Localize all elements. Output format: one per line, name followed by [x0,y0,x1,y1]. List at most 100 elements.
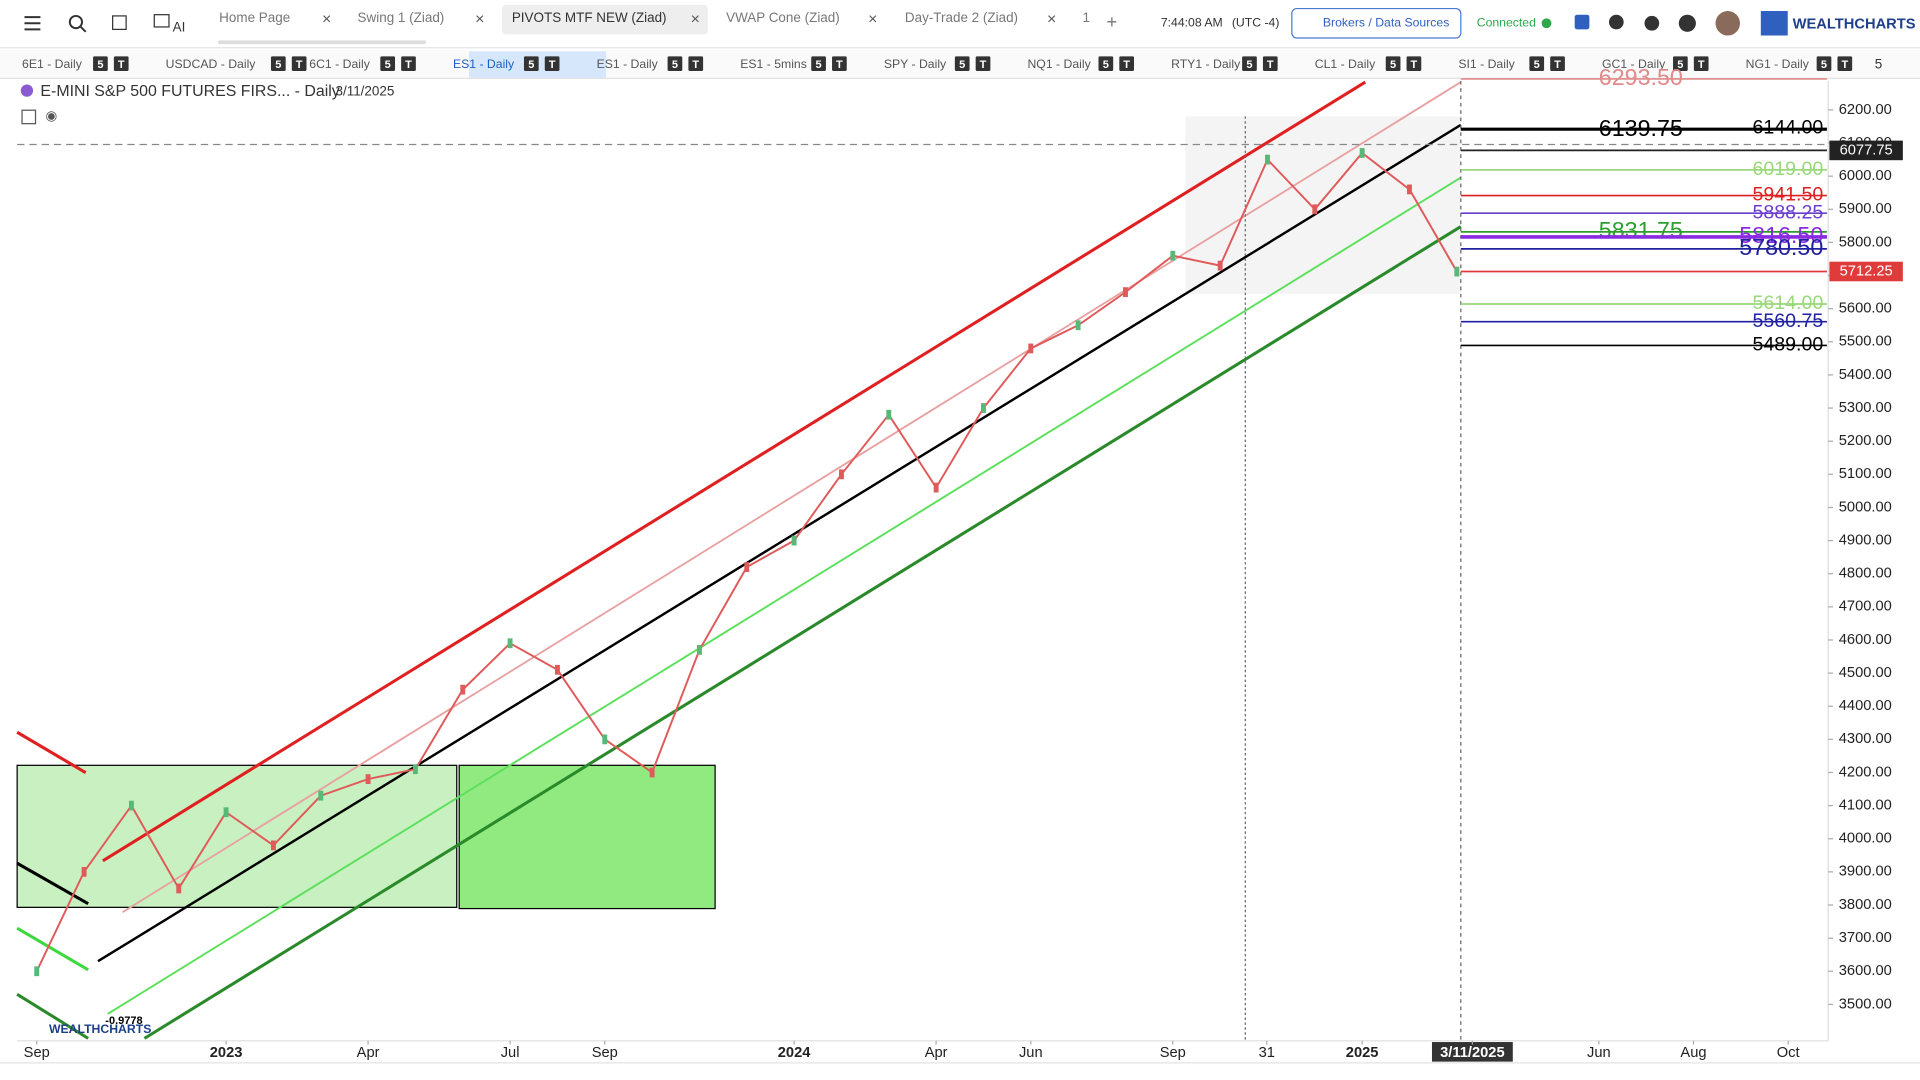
expand-icon[interactable] [21,109,37,125]
alerts-icon[interactable] [1608,14,1624,30]
y-tick-label: 5900.00 [1839,201,1892,217]
badge[interactable]: T [1411,59,1418,71]
x-tick-label: Oct [1777,1045,1800,1061]
badge-bg [270,56,286,72]
symbol-tab[interactable]: GC1 - Daily [1602,57,1666,71]
symbol-tab[interactable]: ES1 - Daily [597,57,659,71]
badge-bg [667,56,683,72]
tab-close[interactable]: × [322,11,331,28]
badge[interactable]: 5 [959,59,965,71]
add-tab[interactable]: + [1106,11,1117,32]
brokers-button-frame[interactable] [1291,7,1462,39]
symbol-tab[interactable]: NG1 - Daily [1746,57,1810,71]
tab[interactable]: Home Page [219,10,290,25]
x-tick-label: Apr [357,1045,380,1061]
tab[interactable]: PIVOTS MTF NEW (Ziad) [512,10,667,25]
badge[interactable]: T [1267,59,1274,71]
symbol-tab[interactable]: ES1 - Daily [453,57,515,71]
level-label: 6293.50 [1599,64,1683,90]
y-tick-label: 4700.00 [1839,599,1892,615]
badge[interactable]: 5 [1677,59,1683,71]
badge[interactable]: 5 [1390,59,1396,71]
badge[interactable]: T [1554,59,1561,71]
x-tick-label: Jun [1587,1045,1611,1061]
badge[interactable]: 5 [1103,59,1109,71]
symbol-tab[interactable]: CL1 - Daily [1315,57,1376,71]
symbol-tab[interactable]: ES1 - 5mins [740,57,807,71]
y-tick-label: 3500.00 [1839,996,1892,1012]
brokers-button[interactable]: Brokers / Data Sources [1323,15,1449,29]
ai-icon[interactable] [153,14,170,28]
tab[interactable]: Swing 1 (Ziad) [358,10,445,25]
badge[interactable]: T [405,59,412,71]
badge[interactable]: 5 [1534,59,1540,71]
visibility-icon[interactable]: ◉ [46,108,58,123]
badge[interactable]: T [836,59,843,71]
indicator-value: -0.9778 [105,1015,142,1027]
badge[interactable]: T [1841,59,1848,71]
badge[interactable]: 5 [275,59,281,71]
x-tick-label: 2025 [1346,1045,1379,1061]
x-tick-label: 3/11/2025 [1440,1045,1505,1061]
menu-icon[interactable] [24,16,41,31]
y-tick-label: 5400.00 [1839,367,1892,383]
tab[interactable]: VWAP Cone (Ziad) [726,10,840,25]
badge[interactable]: 5 [1246,59,1252,71]
symbol-tab[interactable]: 6E1 - Daily [22,57,83,71]
tab-close[interactable]: × [475,11,484,28]
tab[interactable]: Day-Trade 2 (Ziad) [905,10,1018,25]
level-label: 6144.00 [1752,117,1823,139]
tab[interactable]: 1 [1082,10,1089,25]
badge[interactable]: 5 [1821,59,1827,71]
x-tick-label: Sep [1160,1045,1186,1061]
tab-close[interactable]: × [868,11,877,28]
timezone: (UTC -4) [1232,15,1280,29]
badge[interactable]: T [549,59,556,71]
status: Connected [1477,15,1536,29]
badge[interactable]: 5 [385,59,391,71]
y-tick-label: 4500.00 [1839,665,1892,681]
candle [176,883,182,894]
channel-line [143,225,1462,1040]
settings-icon[interactable] [1644,15,1660,31]
more-tabs[interactable]: 5 [1875,56,1882,71]
badge-bg [811,56,826,72]
symbol-tab[interactable]: 6C1 - Daily [309,57,370,71]
logo-mark [1760,11,1788,36]
level-label: 5560.75 [1752,310,1823,332]
badge-bg [1673,56,1688,72]
symbol-tab[interactable]: NQ1 - Daily [1027,57,1091,71]
badge[interactable]: T [118,59,125,71]
symbol-tab[interactable]: RTY1 - Daily [1171,57,1241,71]
avatar[interactable] [1715,11,1740,36]
badge-bg [1816,56,1832,72]
badge[interactable]: T [980,59,987,71]
help-icon[interactable] [1678,14,1696,32]
save-icon[interactable] [1574,14,1590,30]
badge[interactable]: 5 [672,59,678,71]
channel-line [16,926,89,972]
candle [507,638,513,649]
badge[interactable]: T [1123,59,1130,71]
symbol-tab[interactable]: SI1 - Daily [1458,57,1515,71]
symbol-tab[interactable]: SPY - Daily [884,57,947,71]
badge[interactable]: T [1698,59,1705,71]
badge[interactable]: 5 [528,59,534,71]
badge[interactable]: T [296,59,303,71]
x-tick-label: 2023 [210,1045,243,1061]
level-label: 5816.50 [1739,222,1823,248]
watermark: WEALTHCHARTS [49,1022,151,1036]
layout-icon[interactable] [112,15,127,30]
badge[interactable]: T [692,59,699,71]
search-icon[interactable] [68,14,87,33]
badge[interactable]: 5 [816,59,822,71]
candle [602,734,608,745]
toolbar [0,0,1920,47]
badge-bg [1406,56,1422,72]
tab-close[interactable]: × [1047,11,1056,28]
symbol-tab[interactable]: USDCAD - Daily [166,57,257,71]
tab-close[interactable]: × [691,11,700,28]
badge[interactable]: 5 [97,59,103,71]
